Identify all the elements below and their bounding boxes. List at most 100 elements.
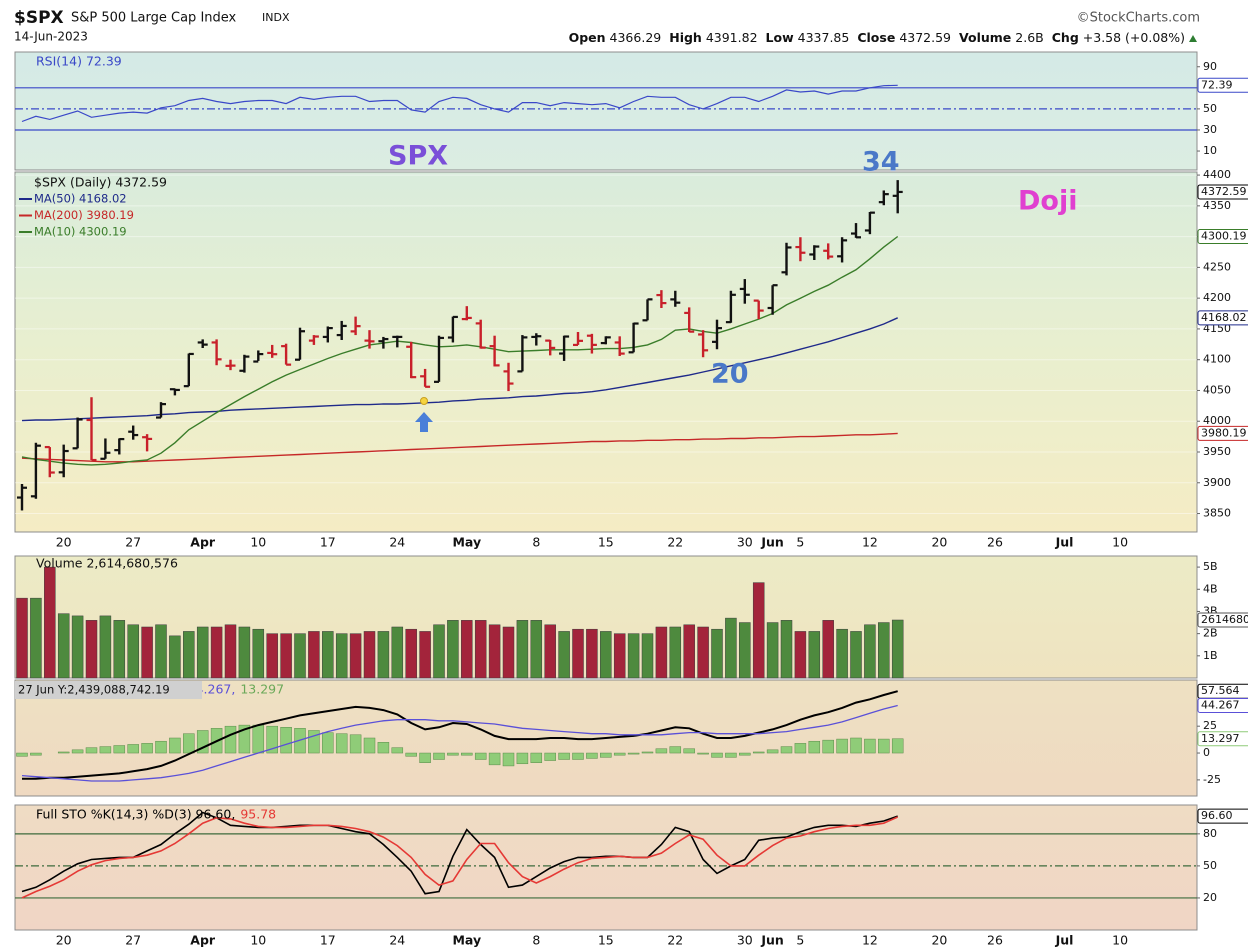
last-value-label: 13.297 (1201, 732, 1240, 745)
y-tick-label: 4050 (1203, 383, 1231, 396)
marker (420, 397, 428, 405)
histogram-bar (349, 734, 362, 754)
x-tick-label: 5 (796, 933, 804, 948)
volume-bar (558, 631, 570, 679)
x-tick-label: 12 (862, 535, 878, 550)
histogram-bar (822, 739, 834, 754)
histogram-bar (141, 743, 153, 754)
volume-bar (85, 620, 98, 679)
volume-bar (488, 624, 501, 679)
histogram-bar (600, 752, 612, 758)
x-tick-label: 22 (667, 535, 683, 550)
histogram-bar (447, 752, 459, 756)
volume-bar (725, 617, 737, 679)
x-tick-label: Jun (760, 933, 783, 948)
volume-bar (655, 626, 668, 679)
volume-bar (322, 631, 334, 679)
x-tick-label: 8 (532, 535, 540, 550)
histogram-bar (516, 752, 529, 765)
histogram-bar (196, 730, 209, 754)
x-tick-label: 10 (250, 933, 266, 948)
annotation: 20 (711, 359, 749, 390)
volume-bar (516, 620, 529, 679)
volume-bar (155, 624, 167, 679)
stat-value: 4372.59 (899, 30, 951, 45)
legend-entry: RSI(14) 72.39 (36, 54, 122, 69)
volume-bar (627, 633, 640, 679)
x-tick-label: 26 (987, 535, 1003, 550)
up-arrow (1189, 35, 1197, 42)
arrow-annotation (415, 412, 433, 432)
panel (14, 51, 1198, 171)
histogram-bar (697, 752, 709, 755)
volume-bar (836, 628, 848, 679)
histogram-bar (878, 738, 890, 754)
date: 14-Jun-2023 (14, 30, 88, 44)
histogram-bar (586, 752, 598, 759)
stats: Open 4366.29 High 4391.82 Low 4337.85 Close 437… (569, 30, 1185, 45)
volume-bar (183, 631, 195, 679)
volume-bar (169, 635, 181, 679)
histogram-bar (641, 751, 654, 754)
series-line (21, 816, 899, 899)
moving-average (21, 317, 898, 422)
volume-bar (530, 620, 543, 679)
y-tick-label: 5B (1203, 560, 1218, 573)
histogram-bar (113, 745, 126, 754)
y-tick-label: 4350 (1203, 199, 1231, 212)
x-tick-label: May (452, 933, 481, 948)
last-value-label: 3980.19 (1201, 426, 1247, 439)
histogram-bar (739, 752, 751, 756)
last-value-label: 72.39 (1201, 78, 1233, 91)
volume-bar (308, 631, 320, 679)
volume-bar (280, 633, 292, 679)
x-tick-label: 10 (1112, 933, 1128, 948)
y-tick-label: 2B (1203, 627, 1218, 640)
last-value-box (1197, 184, 1248, 200)
y-tick-label: 1B (1203, 649, 1218, 662)
histogram-bar (280, 727, 292, 754)
histogram-bar (544, 752, 556, 761)
x-tick-label: 17 (320, 535, 336, 550)
y-tick-label: 50 (1203, 859, 1217, 872)
series-line (21, 84, 898, 123)
histogram-bar (766, 749, 779, 754)
histogram-bar (474, 752, 487, 760)
volume-bar (71, 615, 84, 679)
histogram-bar (780, 746, 793, 754)
y-tick-label: 4200 (1203, 291, 1231, 304)
symbol: $SPX (14, 8, 64, 28)
histogram-bar (655, 748, 668, 754)
histogram-bar (99, 746, 112, 754)
volume-bar (780, 620, 793, 679)
last-value-label: 57.564 (1201, 684, 1240, 697)
x-tick-label: 22 (667, 933, 683, 948)
histogram-bar (558, 752, 570, 760)
volume-bar (419, 631, 431, 679)
panel (14, 171, 1198, 533)
last-value-box (1197, 697, 1248, 713)
y-tick-label: 90 (1203, 60, 1217, 73)
histogram-bar (794, 743, 807, 754)
volume-bar (196, 626, 209, 679)
x-tick-label: Jun (760, 535, 783, 550)
stat-label: Close (857, 30, 895, 45)
moving-average (21, 432, 898, 463)
histogram-bar (850, 737, 862, 754)
histogram-bar (502, 752, 515, 767)
x-tick-label: 30 (737, 535, 753, 550)
y-tick-label: 4100 (1203, 353, 1231, 366)
y-tick-label: 3850 (1203, 507, 1231, 520)
x-tick-label: 5 (796, 535, 804, 550)
x-tick-label: 15 (598, 933, 614, 948)
x-tick-label: May (452, 535, 481, 550)
volume-bar (891, 619, 904, 679)
y-tick-label: 80 (1203, 827, 1217, 840)
histogram-bar (252, 724, 265, 754)
x-tick-label: 20 (931, 535, 947, 550)
legend-entry: $SPX (Daily) 4372.59 (34, 175, 167, 190)
histogram-bar (127, 744, 139, 754)
volume-bar (238, 626, 251, 679)
y-tick-label: 4250 (1203, 260, 1231, 273)
